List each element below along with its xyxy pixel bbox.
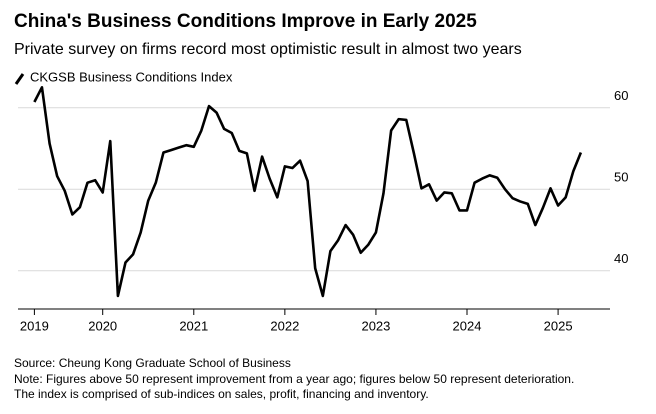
line	[33, 86, 583, 298]
x-tick-label: 2021	[179, 318, 208, 333]
x-tick-label: 2025	[544, 318, 573, 333]
source: Source: Cheung Kong Graduate School of B…	[14, 356, 291, 370]
x-tick-label: 2019	[20, 318, 49, 333]
x-tick-label: 2024	[453, 318, 482, 333]
note: Note: Figures above 50 represent improve…	[14, 372, 574, 386]
y-tick-label: 60	[614, 88, 628, 103]
chart-subtitle: Private survey on firms record most opti…	[14, 41, 522, 58]
note: The index is comprised of sub-indices on…	[14, 387, 429, 401]
x-tick-label: 2020	[88, 318, 117, 333]
x-tick-label: 2022	[270, 318, 299, 333]
y-tick-label: 50	[614, 170, 628, 185]
x-tick-label: 2023	[361, 318, 390, 333]
y-tick-label: 40	[614, 251, 628, 266]
legend-swatch	[14, 73, 25, 85]
chart-title: China's Business Conditions Improve in E…	[14, 11, 477, 32]
legend-label: CKGSB Business Conditions Index	[30, 69, 233, 84]
